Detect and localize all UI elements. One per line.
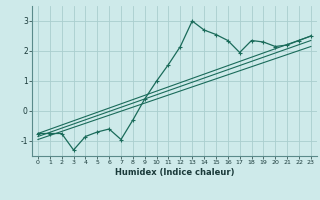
X-axis label: Humidex (Indice chaleur): Humidex (Indice chaleur) — [115, 168, 234, 177]
